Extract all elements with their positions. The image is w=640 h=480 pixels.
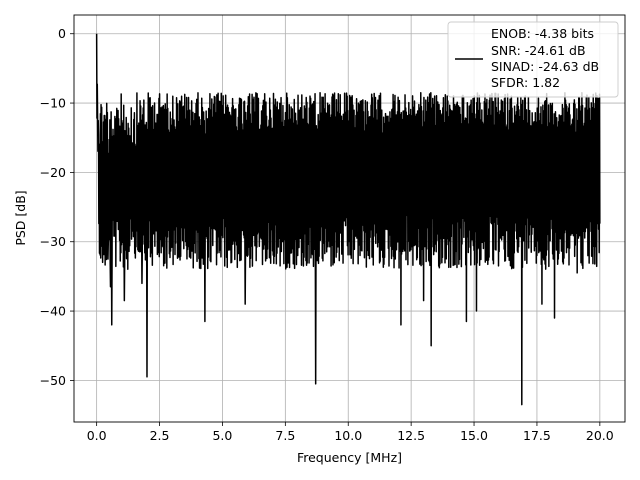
legend-box <box>447 21 619 98</box>
legend: ENOB: -4.38 bits SNR: -24.61 dB SINAD: -… <box>447 21 619 98</box>
y-axis-label: PSD [dB] <box>13 190 28 245</box>
y-tick-label: −50 <box>40 373 66 388</box>
legend-sinad: SINAD: -24.63 dB <box>491 59 599 74</box>
x-tick-label: 17.5 <box>523 428 551 443</box>
y-tick-label: 0 <box>58 26 66 41</box>
y-tick-label: −30 <box>40 234 66 249</box>
x-tick-label: 15.0 <box>460 428 488 443</box>
x-tick-label: 7.5 <box>275 428 295 443</box>
x-tick-label: 12.5 <box>397 428 425 443</box>
x-tick-label: 0.0 <box>87 428 107 443</box>
y-tick-label: −40 <box>40 304 66 319</box>
plot-area <box>95 33 601 406</box>
legend-snr: SNR: -24.61 dB <box>491 43 586 58</box>
legend-enob: ENOB: -4.38 bits <box>491 26 594 41</box>
y-tick-label: −10 <box>40 96 66 111</box>
x-tick-label: 10.0 <box>334 428 362 443</box>
legend-sfdr: SFDR: 1.82 <box>491 75 560 90</box>
x-tick-label: 5.0 <box>212 428 232 443</box>
axes-frame <box>73 14 626 423</box>
psd-series-line <box>95 33 601 406</box>
ticks: 0.0 2.5 5.0 7.5 10.0 12.5 15.0 17.5 20.0 0 −10 −20 −… <box>40 26 614 443</box>
x-axis-label: Frequency [MHz] <box>297 450 402 465</box>
x-tick-label: 2.5 <box>150 428 170 443</box>
y-tick-label: −20 <box>40 165 66 180</box>
x-tick-label: 20.0 <box>586 428 614 443</box>
